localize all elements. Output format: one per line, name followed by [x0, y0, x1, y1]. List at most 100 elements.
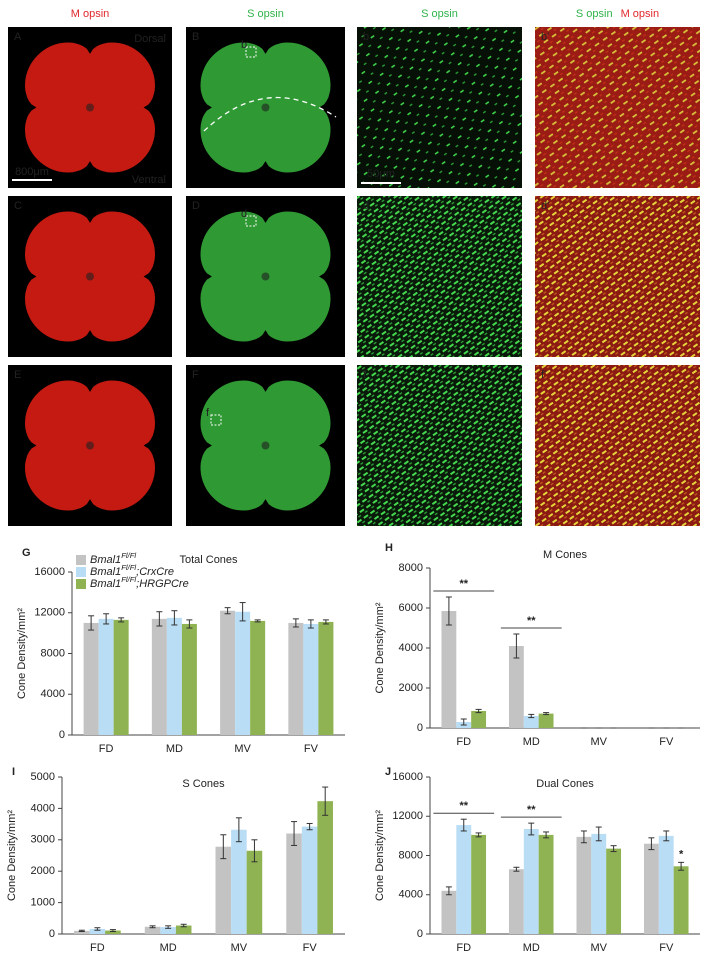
error-bar [224, 607, 231, 615]
error-bar [580, 830, 587, 844]
header-part: S opsin [247, 8, 284, 20]
y-axis-label: Cone Density/mm² [16, 608, 28, 699]
header-part: M opsin [71, 8, 110, 20]
y-tick-label: 5000 [31, 771, 55, 783]
bar [246, 850, 263, 934]
header-part: S opsin [421, 8, 458, 20]
bar [658, 835, 674, 934]
panel-letter: H [385, 542, 393, 554]
y-tick-label: 0 [417, 722, 423, 734]
significance-label: ** [459, 800, 468, 812]
significance-label: ** [527, 804, 536, 816]
panel-letter: J [385, 766, 391, 778]
panel-letter: f [363, 369, 367, 381]
header-part: M opsin [621, 8, 660, 20]
x-tick-label: MV [234, 743, 251, 755]
optic-nerve [261, 441, 270, 450]
bar [181, 623, 197, 735]
x-tick-label: FD [90, 942, 105, 954]
y-tick-label: 16000 [392, 771, 423, 783]
bar [576, 836, 592, 934]
dorsal-label: Dorsal [134, 33, 166, 45]
y-tick-label: 0 [417, 928, 423, 940]
y-tick-label: 3000 [31, 834, 55, 846]
error-bar [513, 633, 520, 659]
inset-box [210, 414, 222, 426]
error-bar [171, 610, 178, 626]
bar [538, 834, 554, 934]
error-bar [663, 830, 670, 842]
error-bar [648, 837, 655, 851]
optic-nerve [261, 272, 270, 281]
y-tick-label: 6000 [399, 602, 423, 614]
error-bar [180, 923, 187, 928]
legend-swatch [76, 555, 86, 565]
error-bar [109, 929, 116, 932]
charts: G Total Cones Cone Density/mm² 0 4000 8000 120… [6, 542, 700, 954]
y-tick-label: 4000 [31, 802, 55, 814]
error-bar [460, 718, 467, 726]
inset-box [245, 215, 257, 227]
bar [220, 610, 236, 735]
error-bar [165, 925, 172, 929]
x-tick-label: MV [231, 942, 248, 954]
bar [231, 829, 247, 934]
error-bar [254, 619, 261, 623]
bar [673, 866, 689, 934]
column-header: M opsin [71, 8, 110, 20]
bar [89, 928, 106, 934]
bar [508, 646, 524, 728]
ventral-label: Ventral [132, 174, 166, 186]
bar [471, 834, 487, 934]
panel-letter: G [22, 547, 31, 559]
x-tick-label: MD [523, 942, 540, 954]
error-bar [528, 713, 535, 719]
error-bar [103, 613, 110, 625]
x-tick-label: FV [659, 736, 674, 748]
dv-line [203, 96, 337, 132]
name-suffix: ;CrxCre [136, 566, 174, 578]
bar [456, 825, 472, 934]
bar [235, 611, 251, 735]
bar [215, 846, 232, 934]
optic-nerve [86, 272, 94, 281]
y-axis-label: Cone Density/mm² [374, 810, 386, 901]
panel-letter: F [192, 369, 199, 381]
error-bar [186, 619, 193, 629]
bar [591, 833, 607, 934]
x-tick-label: FV [303, 942, 318, 954]
bar [160, 927, 176, 934]
bar [471, 711, 487, 728]
error-bar [118, 617, 125, 623]
inset-label: d [241, 208, 247, 220]
scale-label: 800μm [15, 166, 49, 178]
x-tick-label: FV [659, 942, 674, 954]
error-bar [292, 618, 299, 628]
error-bar [595, 826, 602, 842]
chart-title: Total Cones [179, 554, 238, 566]
error-bar [322, 619, 329, 625]
panel-letter: d' [541, 200, 549, 212]
panel-letter: A [14, 31, 22, 43]
error-bar [528, 822, 535, 836]
bar [523, 716, 539, 728]
error-bar [235, 817, 242, 843]
bar [643, 843, 659, 934]
bar [303, 623, 319, 735]
column-header: S opsin M opsin [576, 8, 659, 20]
x-tick-label: FD [99, 743, 114, 755]
micrograph [535, 196, 700, 357]
x-tick-label: FD [456, 736, 471, 748]
significance-label: * [679, 848, 684, 860]
legend-label: Bmal1Fl/Fl;HRGPCre [90, 575, 189, 590]
micrograph [535, 27, 700, 188]
y-tick-label: 2000 [399, 682, 423, 694]
y-tick-label: 16000 [34, 566, 65, 578]
micrograph [357, 365, 522, 526]
scale-label: 50μm [367, 168, 395, 180]
y-tick-label: 2000 [31, 865, 55, 877]
error-bar [475, 708, 482, 714]
bar [606, 848, 622, 934]
error-bar [445, 886, 452, 896]
